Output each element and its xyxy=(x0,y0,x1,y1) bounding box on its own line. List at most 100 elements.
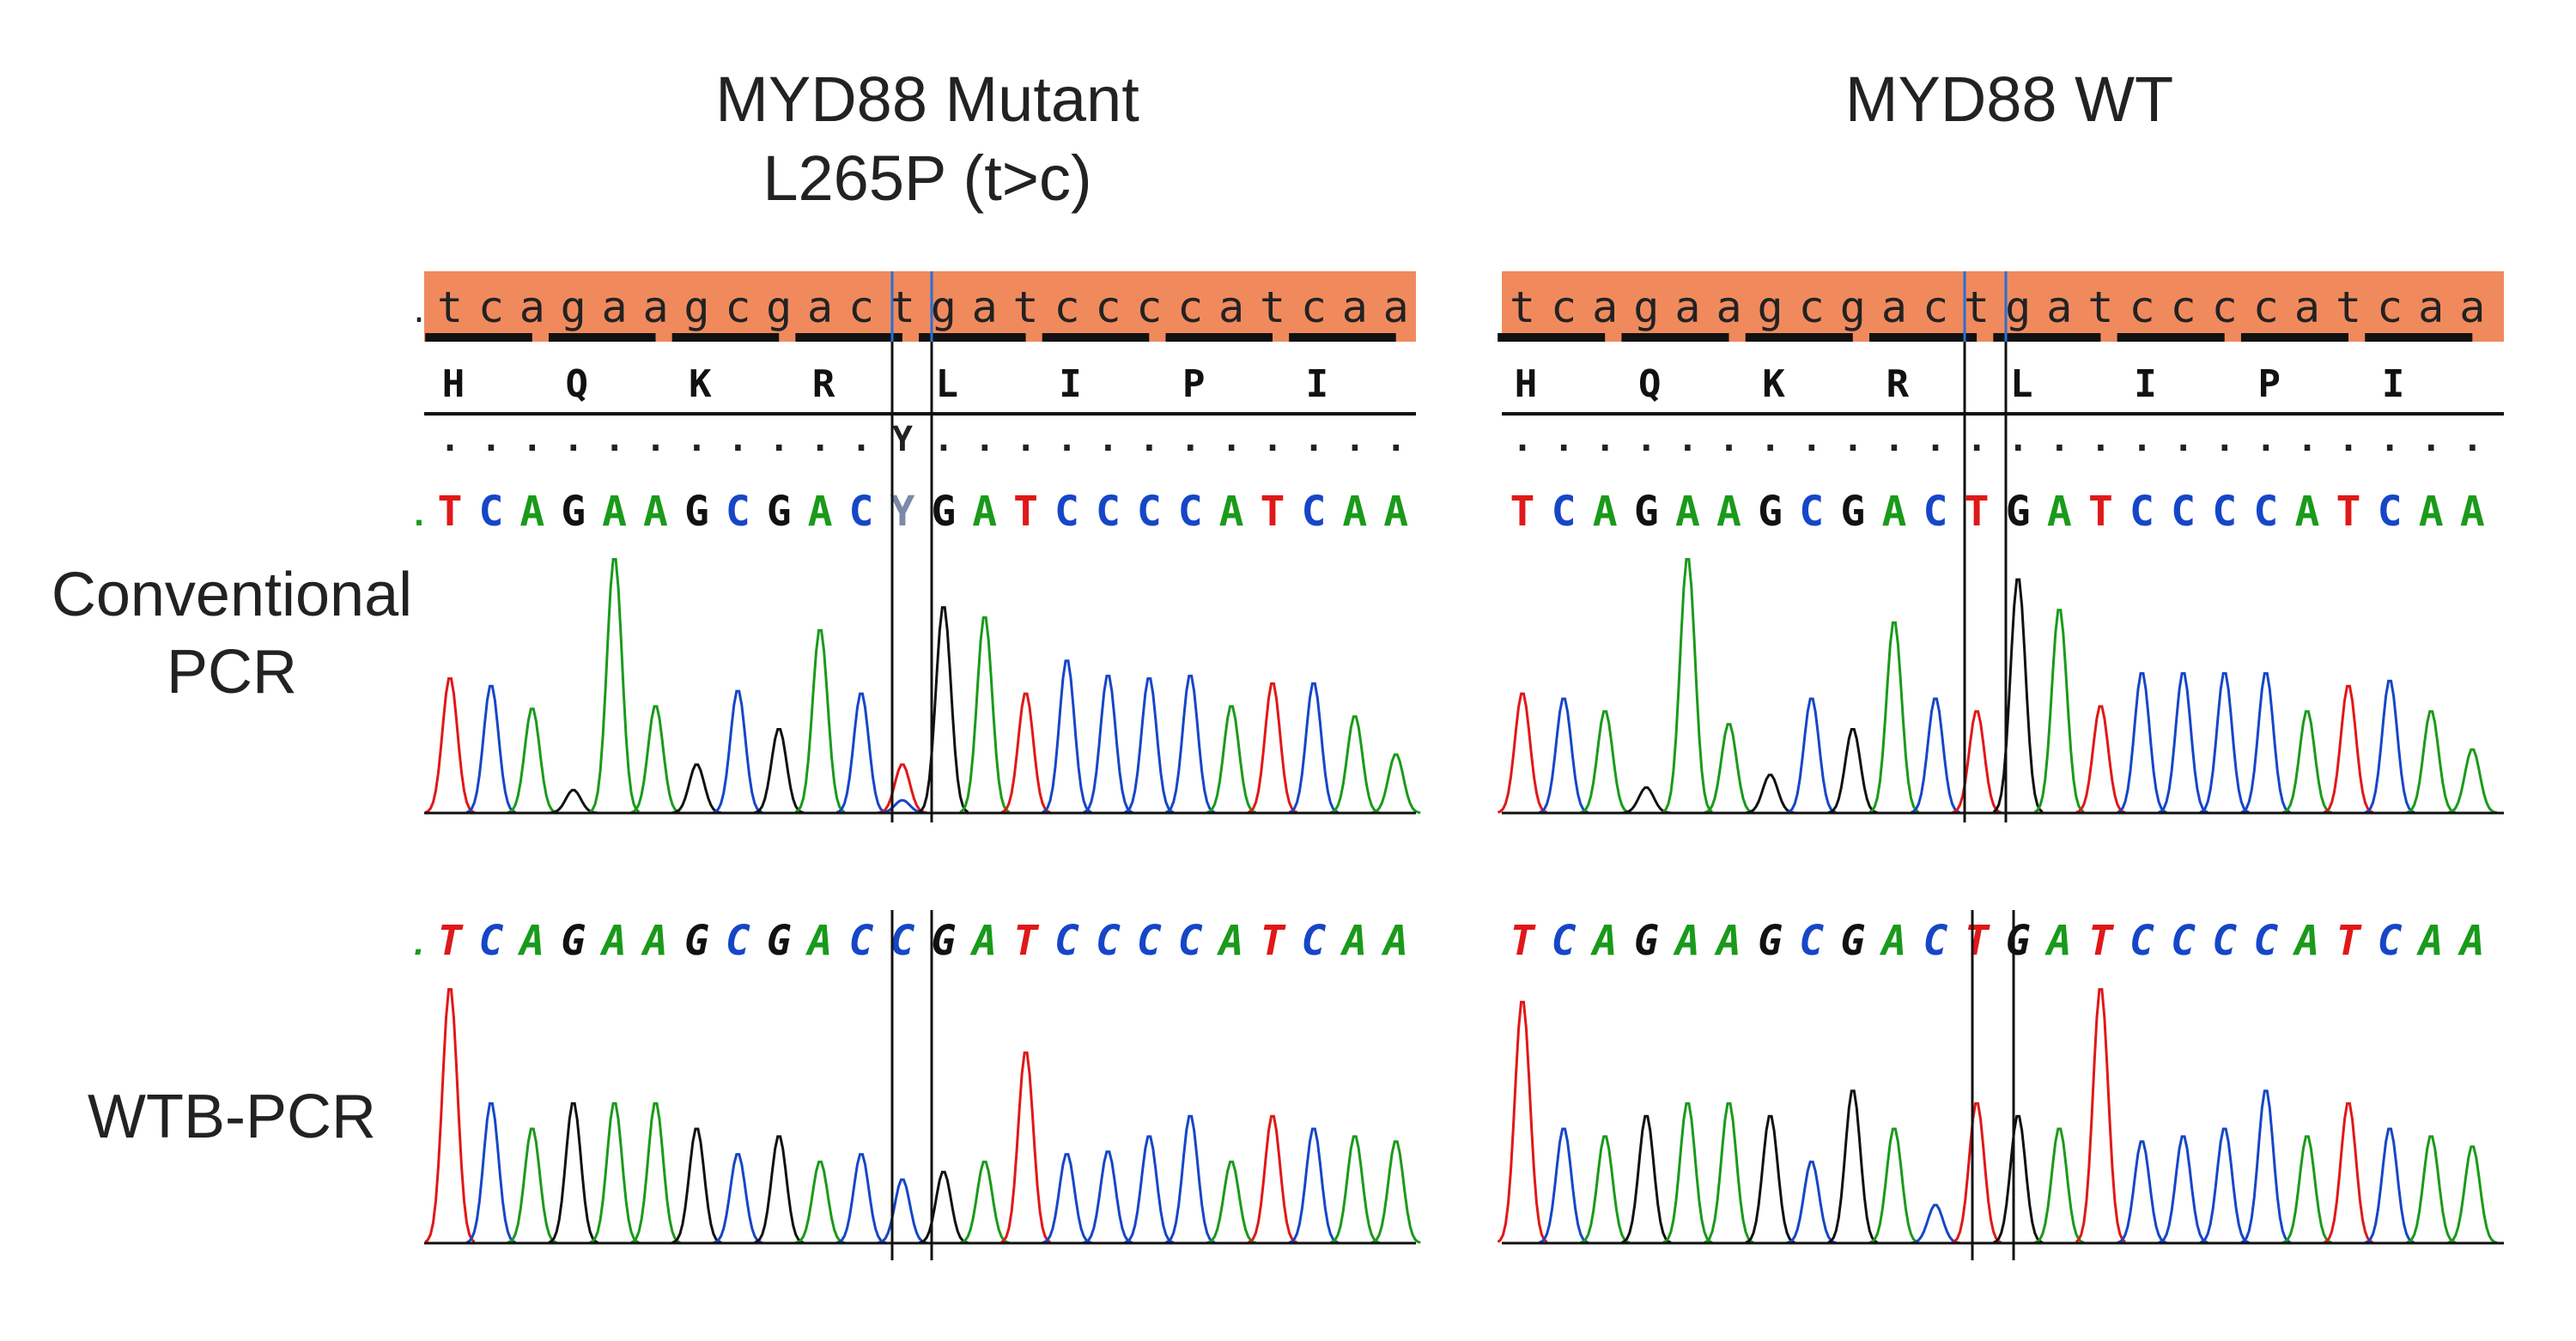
wt-reference-base: c xyxy=(1799,282,1825,332)
wt-wtb-peak-C xyxy=(1539,1127,1589,1244)
mutant-reference-bar xyxy=(424,271,1416,342)
mutant-conventional-peak-T xyxy=(1000,692,1051,814)
mutant-wtb-peak-C xyxy=(465,1101,517,1244)
wt-conventional-base-call-A: A xyxy=(1675,488,1700,536)
wt-reference-base: a xyxy=(1881,282,1907,332)
wt-wtb-base-call-A: A xyxy=(1590,917,1618,965)
wt-wtb-peak-T xyxy=(2075,988,2126,1243)
mutant-reference-base: g xyxy=(561,282,586,332)
wt-conventional-peak-C xyxy=(1539,697,1589,814)
wt-conventional-base-call-G: G xyxy=(1758,488,1783,536)
mutant-conventional-base-call-A: A xyxy=(519,488,544,536)
wt-wtb-base-call-C: C xyxy=(1923,917,1948,965)
mutant-conventional-base-call-G: G xyxy=(684,488,709,536)
wt-reference-base: t xyxy=(1964,282,1990,332)
wt-conventional-base-call-A: A xyxy=(2419,488,2444,536)
wt-conventional-base-call-G: G xyxy=(1840,488,1865,536)
wt-conventional-peak-T xyxy=(1952,710,2002,814)
wt-reference-base: c xyxy=(2377,282,2403,332)
mutant-wtb-base-call-A: A xyxy=(1381,917,1408,965)
wt-wtb-base-call-C: C xyxy=(2212,917,2237,965)
mutant-wtb-base-call-G: G xyxy=(767,917,792,965)
wt-conventional-base-call-C: C xyxy=(1552,488,1577,536)
wt-conventional-base-call-C: C xyxy=(2171,488,2196,536)
wt-conventional-peak-T xyxy=(1497,692,1548,814)
mutant-conventional-peak-T xyxy=(878,763,927,815)
mutant-conventional-base-call-C: C xyxy=(1137,488,1162,536)
wt-codon-underline xyxy=(1498,333,1606,342)
mutant-wtb-base-call-T: T xyxy=(1013,917,1040,965)
mutant-conventional-peak-A xyxy=(1329,715,1380,814)
mutant-wtb-base-call-C: C xyxy=(1301,917,1326,965)
mutant-wtb-base-call-C: C xyxy=(1178,917,1203,965)
wt-conventional-peak-A xyxy=(1868,621,1920,814)
wt-codon-underline xyxy=(1621,333,1729,342)
wt-conventional-peak-A xyxy=(2281,710,2332,814)
wt-consensus-row: ........................ xyxy=(1512,420,2504,459)
wt-wtb-base-call-A: A xyxy=(1673,917,1700,965)
mutant-reference-base: c xyxy=(478,282,504,332)
mutant-consensus-row: ...........Y............ xyxy=(440,420,1427,459)
wt-wtb-base-call-A: A xyxy=(2416,917,2444,965)
wt-reference-base: c xyxy=(2171,282,2196,332)
wt-conventional-chromatogram xyxy=(1497,558,2504,815)
wt-reference-bar xyxy=(1502,271,2504,342)
mutant-conventional-base-call-A: A xyxy=(808,488,833,536)
wt-wtb-base-call-T: T xyxy=(1510,917,1537,965)
mutant-wtb-peak-T xyxy=(1247,1114,1298,1244)
mutant-wtb-peak-A xyxy=(795,1160,846,1245)
mutant-reference-base: a xyxy=(807,282,833,332)
wt-conventional-base-call-A: A xyxy=(1716,488,1741,536)
mutant-conventional-base-call-G: G xyxy=(931,488,956,536)
conventional-pcr-label-line2: PCR xyxy=(166,638,297,707)
wt-reference-base: c xyxy=(1551,282,1577,332)
mutant-wtb-peak-G xyxy=(754,1135,805,1244)
mutant-conventional-base-call-A: A xyxy=(1342,488,1367,536)
mutant-reference-base: g xyxy=(766,282,792,332)
mutant-amino-acid-R: R xyxy=(812,362,835,406)
wt-wtb-peak-C xyxy=(2240,1089,2292,1244)
wt-wtb-base-call-C: C xyxy=(2171,917,2196,965)
mutant-conventional-base-call-T: T xyxy=(1013,488,1038,536)
mutant-reference-base: a xyxy=(972,282,998,332)
wt-wtb-peak-A xyxy=(2034,1127,2085,1244)
mutant-wtb-base-call-A: A xyxy=(805,917,833,965)
wt-wtb-base-call-A: A xyxy=(2458,917,2485,965)
wt-reference-base: a xyxy=(2294,282,2320,332)
wt-wtb-base-call-G: G xyxy=(1634,917,1659,965)
wt-reference-base: a xyxy=(2046,282,2072,332)
mutant-conventional-peak-C xyxy=(1124,677,1175,814)
wt-conventional-peak-C xyxy=(2117,671,2167,814)
wt-conventional-base-call-A: A xyxy=(1881,488,1906,536)
mutant-codon-underline xyxy=(548,333,656,342)
mutant-codon-underline xyxy=(1042,333,1150,342)
mutant-codon-underline xyxy=(425,333,532,342)
mutant-wtb-base-call-G: G xyxy=(684,917,709,965)
wt-wtb-base-call-C: C xyxy=(1799,917,1824,965)
mutant-amino-acid-P: P xyxy=(1182,362,1206,406)
mutant-codon-underline xyxy=(1289,333,1396,342)
mutant-conventional-peak-T xyxy=(424,677,476,814)
wt-conventional-peak-G xyxy=(1827,728,1878,815)
wt-reference-base: a xyxy=(1716,282,1741,332)
wt-wtb-peak-C xyxy=(2199,1127,2250,1244)
wt-codon-underline xyxy=(2117,333,2225,342)
wt-wtb-peak-C xyxy=(2117,1140,2167,1244)
wt-conventional-base-call-A: A xyxy=(2047,488,2072,536)
mutant-conventional-peak-A xyxy=(507,707,557,814)
mutant-reference-base: a xyxy=(1383,282,1409,332)
wt-wtb-peak-A xyxy=(2281,1135,2332,1244)
mutant-codon-underline xyxy=(1165,333,1273,342)
mutant-conventional-base-call-C: C xyxy=(1178,488,1203,536)
mutant-amino-acid-H: H xyxy=(442,362,465,406)
wt-conventional-base-call-T: T xyxy=(1510,488,1535,536)
wt-wtb-peak-A xyxy=(1662,1101,1713,1244)
mutant-reference-base: c xyxy=(1054,282,1079,332)
mutant-wtb-peak-A xyxy=(1206,1160,1257,1245)
wt-wtb-base-call-T: T xyxy=(1965,917,1991,965)
mutant-reference-base: c xyxy=(848,282,874,332)
wt-amino-acid-I: I xyxy=(2382,362,2405,406)
mutant-conventional-base-call-A: A xyxy=(643,488,668,536)
wt-reference-base: a xyxy=(1674,282,1700,332)
wt-reference-base: c xyxy=(1923,282,1948,332)
